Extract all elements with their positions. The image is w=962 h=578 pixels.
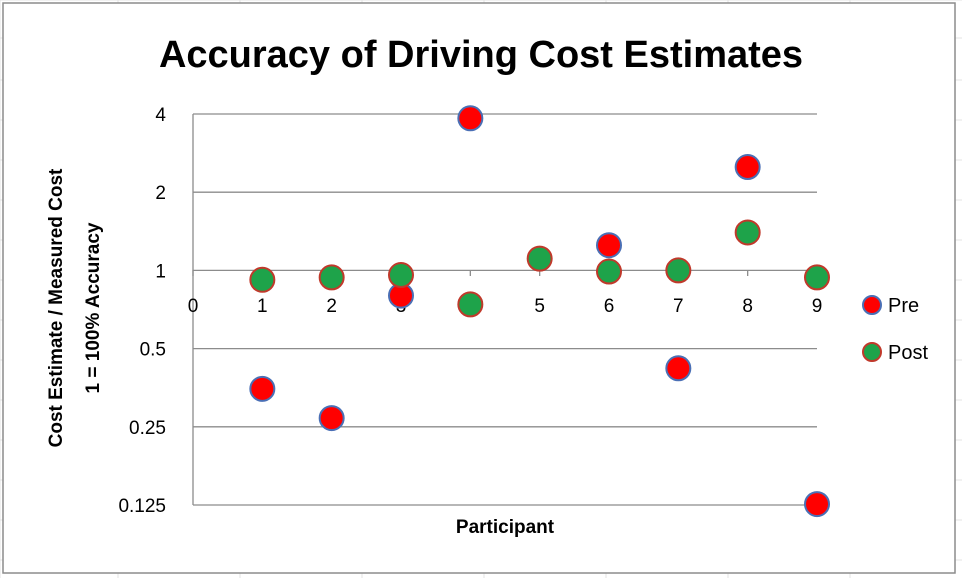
x-tick-label: 5 bbox=[534, 296, 545, 317]
y-axis-title-line-2: 1 = 100% Accuracy bbox=[83, 222, 104, 393]
chart-title: Accuracy of Driving Cost Estimates bbox=[159, 34, 803, 76]
y-tick-label: 4 bbox=[155, 105, 166, 126]
x-tick-label: 0 bbox=[188, 296, 199, 317]
x-axis-title: Participant bbox=[456, 517, 555, 538]
x-tick-label: 9 bbox=[812, 296, 823, 317]
post-point bbox=[388, 262, 414, 289]
pre-point bbox=[804, 491, 830, 518]
x-tick-label: 8 bbox=[742, 296, 753, 317]
pre-point bbox=[734, 154, 761, 181]
x-tick-label: 2 bbox=[326, 296, 337, 317]
y-axis-title: Cost Estimate / Measured Cost 1 = 100% A… bbox=[46, 168, 104, 447]
legend-marker-post bbox=[862, 342, 882, 362]
post-point bbox=[457, 291, 484, 318]
post-point bbox=[249, 266, 276, 293]
pre-point bbox=[596, 232, 622, 259]
y-axis-ticks: 4 2 1 0.5 0.25 0.125 bbox=[118, 105, 166, 517]
post-point bbox=[734, 219, 761, 246]
legend-label-post: Post bbox=[888, 342, 928, 364]
x-tick-label: 6 bbox=[604, 296, 615, 317]
pre-point bbox=[249, 375, 276, 402]
x-tick-label: 7 bbox=[673, 296, 684, 317]
post-point bbox=[526, 245, 553, 272]
pre-point bbox=[457, 105, 484, 132]
data-points bbox=[249, 105, 830, 518]
pre-point bbox=[318, 405, 345, 432]
y-tick-label: 0.5 bbox=[140, 340, 166, 361]
post-point bbox=[804, 264, 830, 291]
post-point bbox=[665, 257, 692, 284]
y-axis-title-line-1: Cost Estimate / Measured Cost bbox=[46, 168, 67, 447]
legend-label-pre: Pre bbox=[888, 295, 919, 317]
pre-point bbox=[665, 355, 692, 382]
y-tick-label: 1 bbox=[155, 261, 166, 282]
legend-marker-pre bbox=[862, 295, 882, 315]
gridlines bbox=[192, 113, 817, 506]
legend: Pre Post bbox=[862, 295, 928, 364]
post-point bbox=[318, 264, 345, 291]
x-tick-label: 1 bbox=[257, 296, 268, 317]
y-tick-label: 0.25 bbox=[129, 418, 166, 439]
y-tick-label: 2 bbox=[155, 183, 166, 204]
y-tick-label: 0.125 bbox=[118, 496, 166, 517]
post-point bbox=[596, 258, 622, 285]
